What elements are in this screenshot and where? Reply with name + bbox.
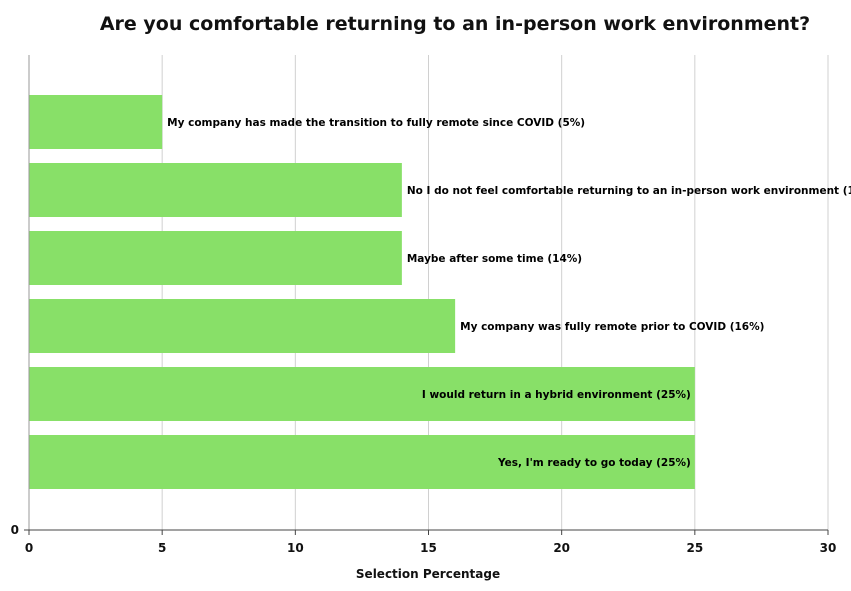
bar [29, 231, 402, 285]
bar [29, 299, 456, 353]
x-tick-label: 10 [287, 541, 304, 555]
bar [29, 435, 695, 489]
bar-data-label: My company has made the transition to fu… [167, 117, 585, 129]
chart-title: Are you comfortable returning to an in-p… [100, 13, 810, 35]
y-tick-label: 0 [11, 523, 19, 537]
bar-data-label: Maybe after some time (14%) [407, 253, 582, 265]
bar [29, 367, 695, 421]
x-tick-label: 25 [686, 541, 703, 555]
x-axis-ticks: 0 5 10 15 20 25 30 0 [11, 523, 837, 555]
x-tick-label: 30 [820, 541, 837, 555]
bars: My company has made the transition to fu… [29, 95, 851, 489]
x-tick-label: 5 [158, 541, 166, 555]
bar [29, 163, 402, 217]
x-tick-label: 15 [420, 541, 437, 555]
bar-data-label: I would return in a hybrid environment (… [422, 389, 691, 401]
x-tick-label: 20 [553, 541, 570, 555]
axes [24, 55, 828, 531]
bar [29, 95, 163, 149]
bar-data-label: Yes, I'm ready to go today (25%) [497, 457, 691, 469]
bar-data-label: No I do not feel comfortable returning t… [407, 185, 851, 197]
bar-data-label: My company was fully remote prior to COV… [460, 321, 764, 333]
x-axis-title: Selection Percentage [356, 567, 500, 581]
x-tick-label: 0 [25, 541, 33, 555]
